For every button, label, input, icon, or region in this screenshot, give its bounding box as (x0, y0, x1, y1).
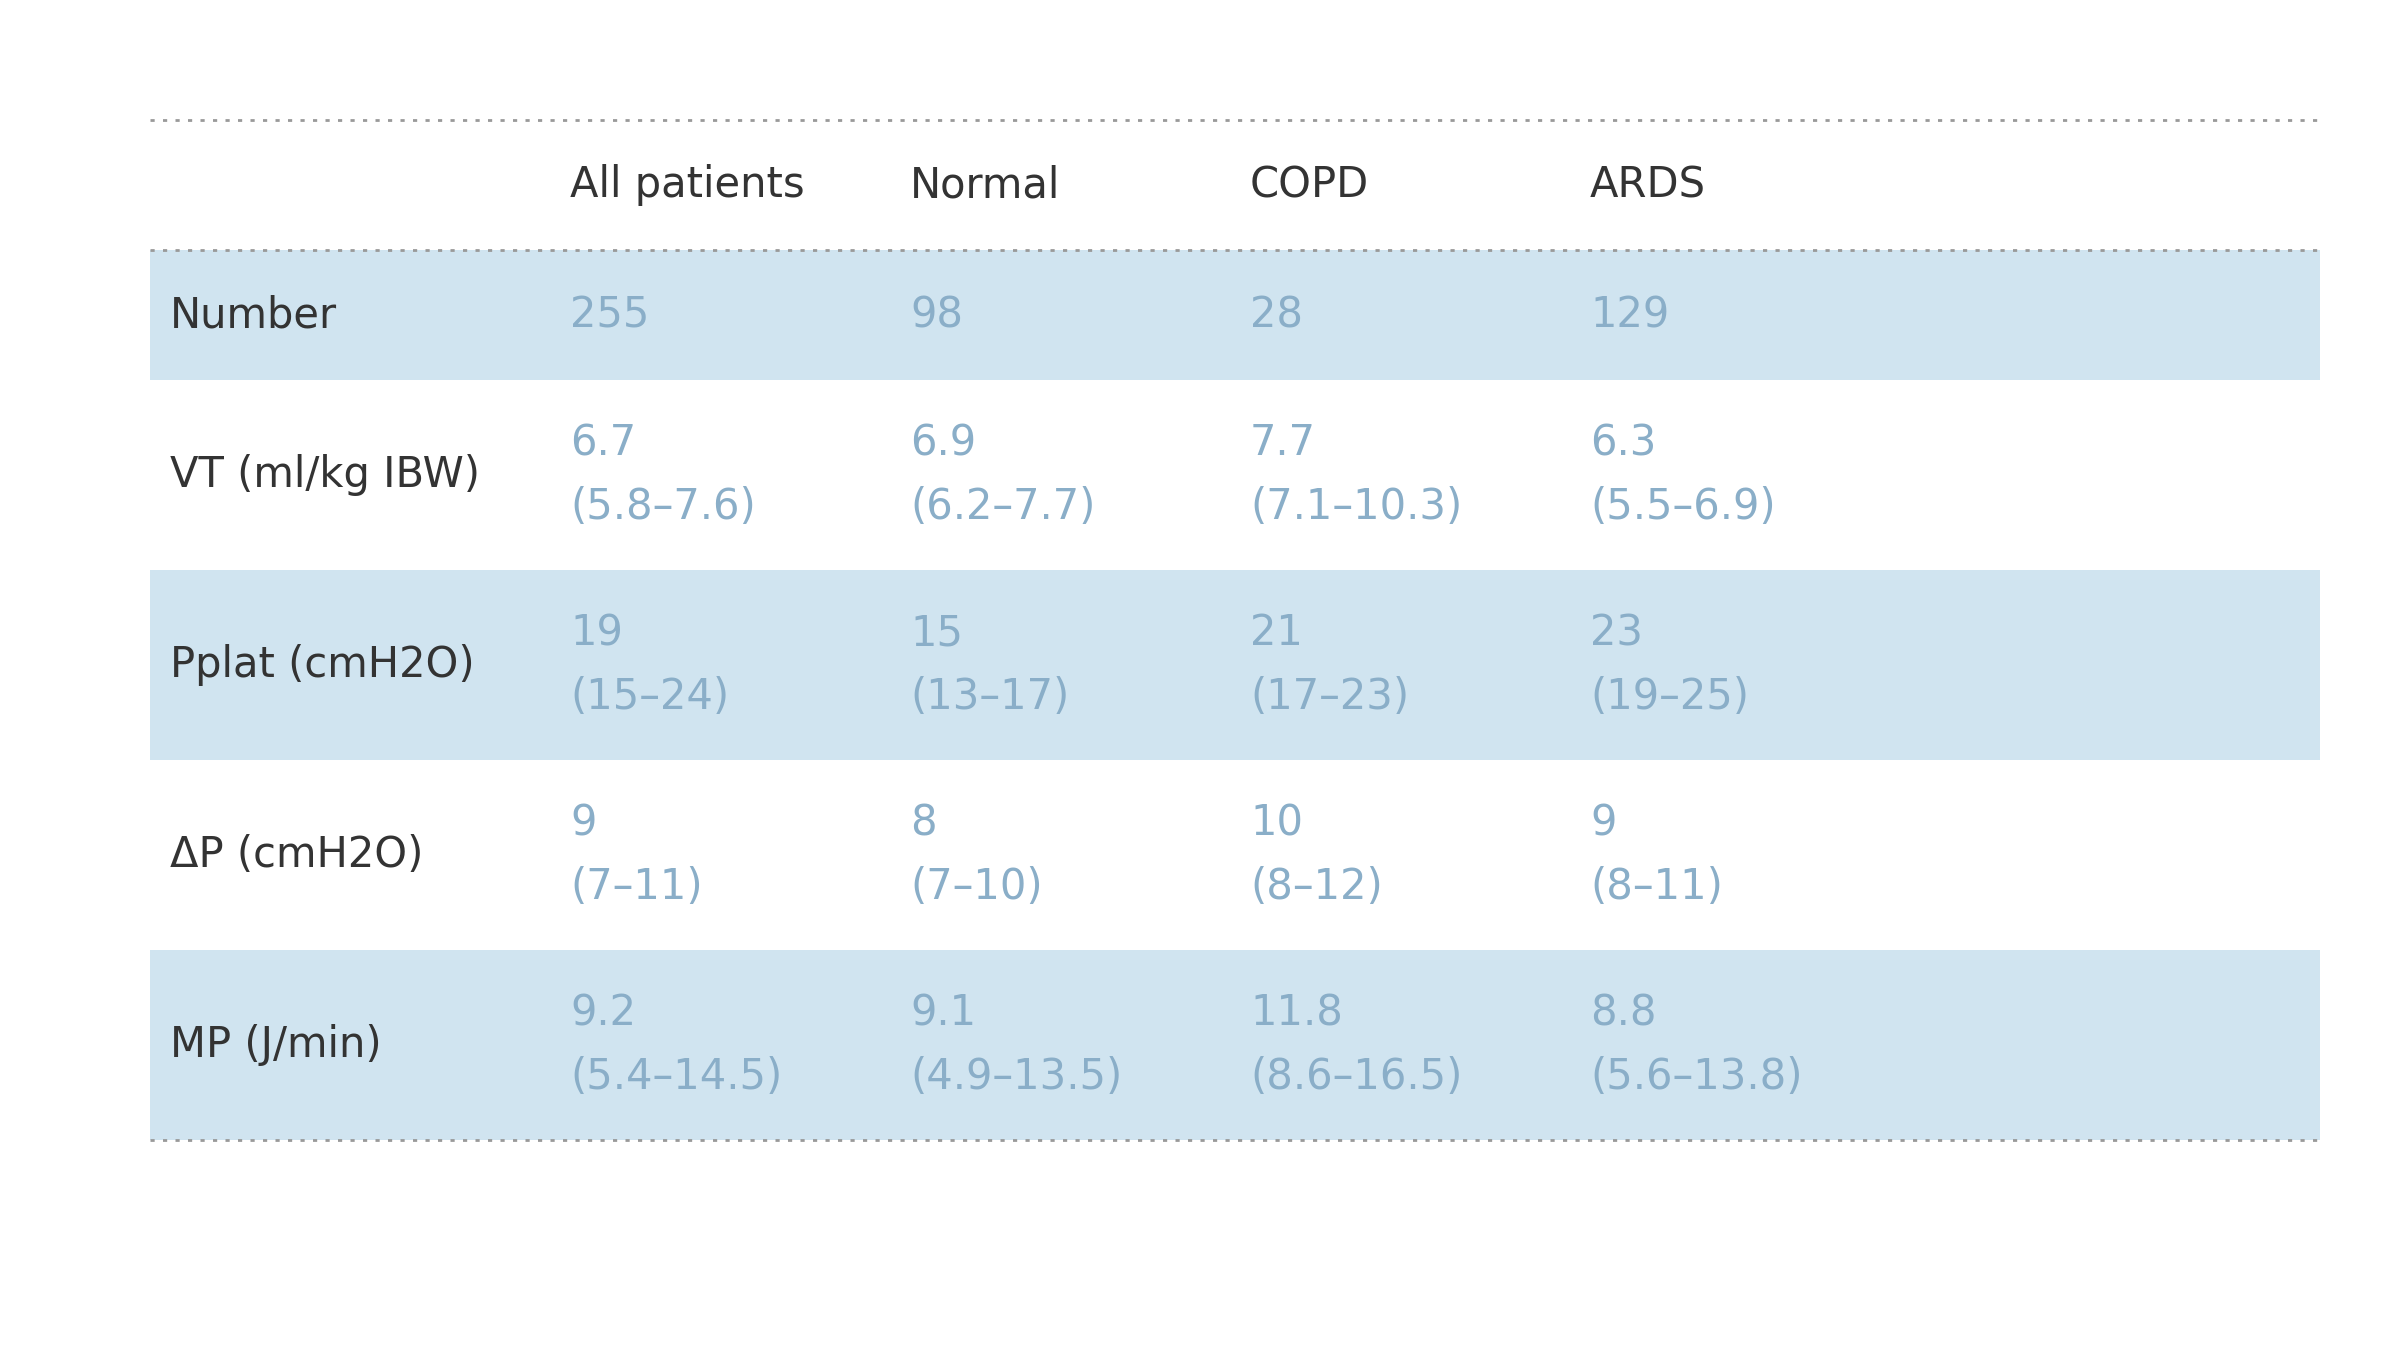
Bar (149, 950, 2321, 1139)
Text: 9.2: 9.2 (571, 992, 636, 1034)
Text: 98: 98 (910, 294, 962, 336)
Text: 6.7: 6.7 (571, 423, 636, 464)
Text: (5.8–7.6): (5.8–7.6) (571, 486, 756, 528)
Text: (7–11): (7–11) (571, 865, 703, 909)
Text: 8: 8 (910, 802, 936, 844)
Text: MP (J/min): MP (J/min) (170, 1025, 382, 1067)
Bar (149, 250, 2321, 379)
Text: (19–25): (19–25) (1591, 676, 1750, 718)
Text: Pplat (cmH2O): Pplat (cmH2O) (170, 644, 475, 686)
Text: 15: 15 (910, 612, 962, 653)
Text: 6.9: 6.9 (910, 423, 977, 464)
Text: 21: 21 (1250, 612, 1303, 653)
Text: 255: 255 (571, 294, 650, 336)
Text: Number: Number (170, 294, 336, 336)
Text: All patients: All patients (571, 163, 804, 207)
Text: 10: 10 (1250, 802, 1303, 844)
Text: 7.7: 7.7 (1250, 423, 1315, 464)
Text: (8–11): (8–11) (1591, 865, 1723, 909)
Text: VT (ml/kg IBW): VT (ml/kg IBW) (170, 454, 480, 495)
Text: 19: 19 (571, 612, 624, 653)
Text: (6.2–7.7): (6.2–7.7) (910, 486, 1094, 528)
Text: 9.1: 9.1 (910, 992, 977, 1034)
Text: (8–12): (8–12) (1250, 865, 1382, 909)
Text: COPD: COPD (1250, 163, 1370, 207)
Text: 129: 129 (1591, 294, 1670, 336)
Text: Normal: Normal (910, 163, 1061, 207)
Text: (8.6–16.5): (8.6–16.5) (1250, 1056, 1462, 1098)
Text: (17–23): (17–23) (1250, 676, 1409, 718)
Bar (149, 570, 2321, 760)
Text: 9: 9 (571, 802, 595, 844)
Text: (5.5–6.9): (5.5–6.9) (1591, 486, 1776, 528)
Text: (5.6–13.8): (5.6–13.8) (1591, 1056, 1802, 1098)
Text: (5.4–14.5): (5.4–14.5) (571, 1056, 782, 1098)
Text: (13–17): (13–17) (910, 676, 1070, 718)
Text: 28: 28 (1250, 294, 1303, 336)
Text: 11.8: 11.8 (1250, 992, 1344, 1034)
Text: ΔP (cmH2O): ΔP (cmH2O) (170, 834, 422, 876)
Text: 23: 23 (1591, 612, 1644, 653)
Text: 9: 9 (1591, 802, 1615, 844)
Text: 8.8: 8.8 (1591, 992, 1656, 1034)
Text: 6.3: 6.3 (1591, 423, 1656, 464)
Text: (7–10): (7–10) (910, 865, 1042, 909)
Text: ARDS: ARDS (1591, 163, 1706, 207)
Text: (7.1–10.3): (7.1–10.3) (1250, 486, 1462, 528)
Text: (4.9–13.5): (4.9–13.5) (910, 1056, 1123, 1098)
Text: (15–24): (15–24) (571, 676, 730, 718)
